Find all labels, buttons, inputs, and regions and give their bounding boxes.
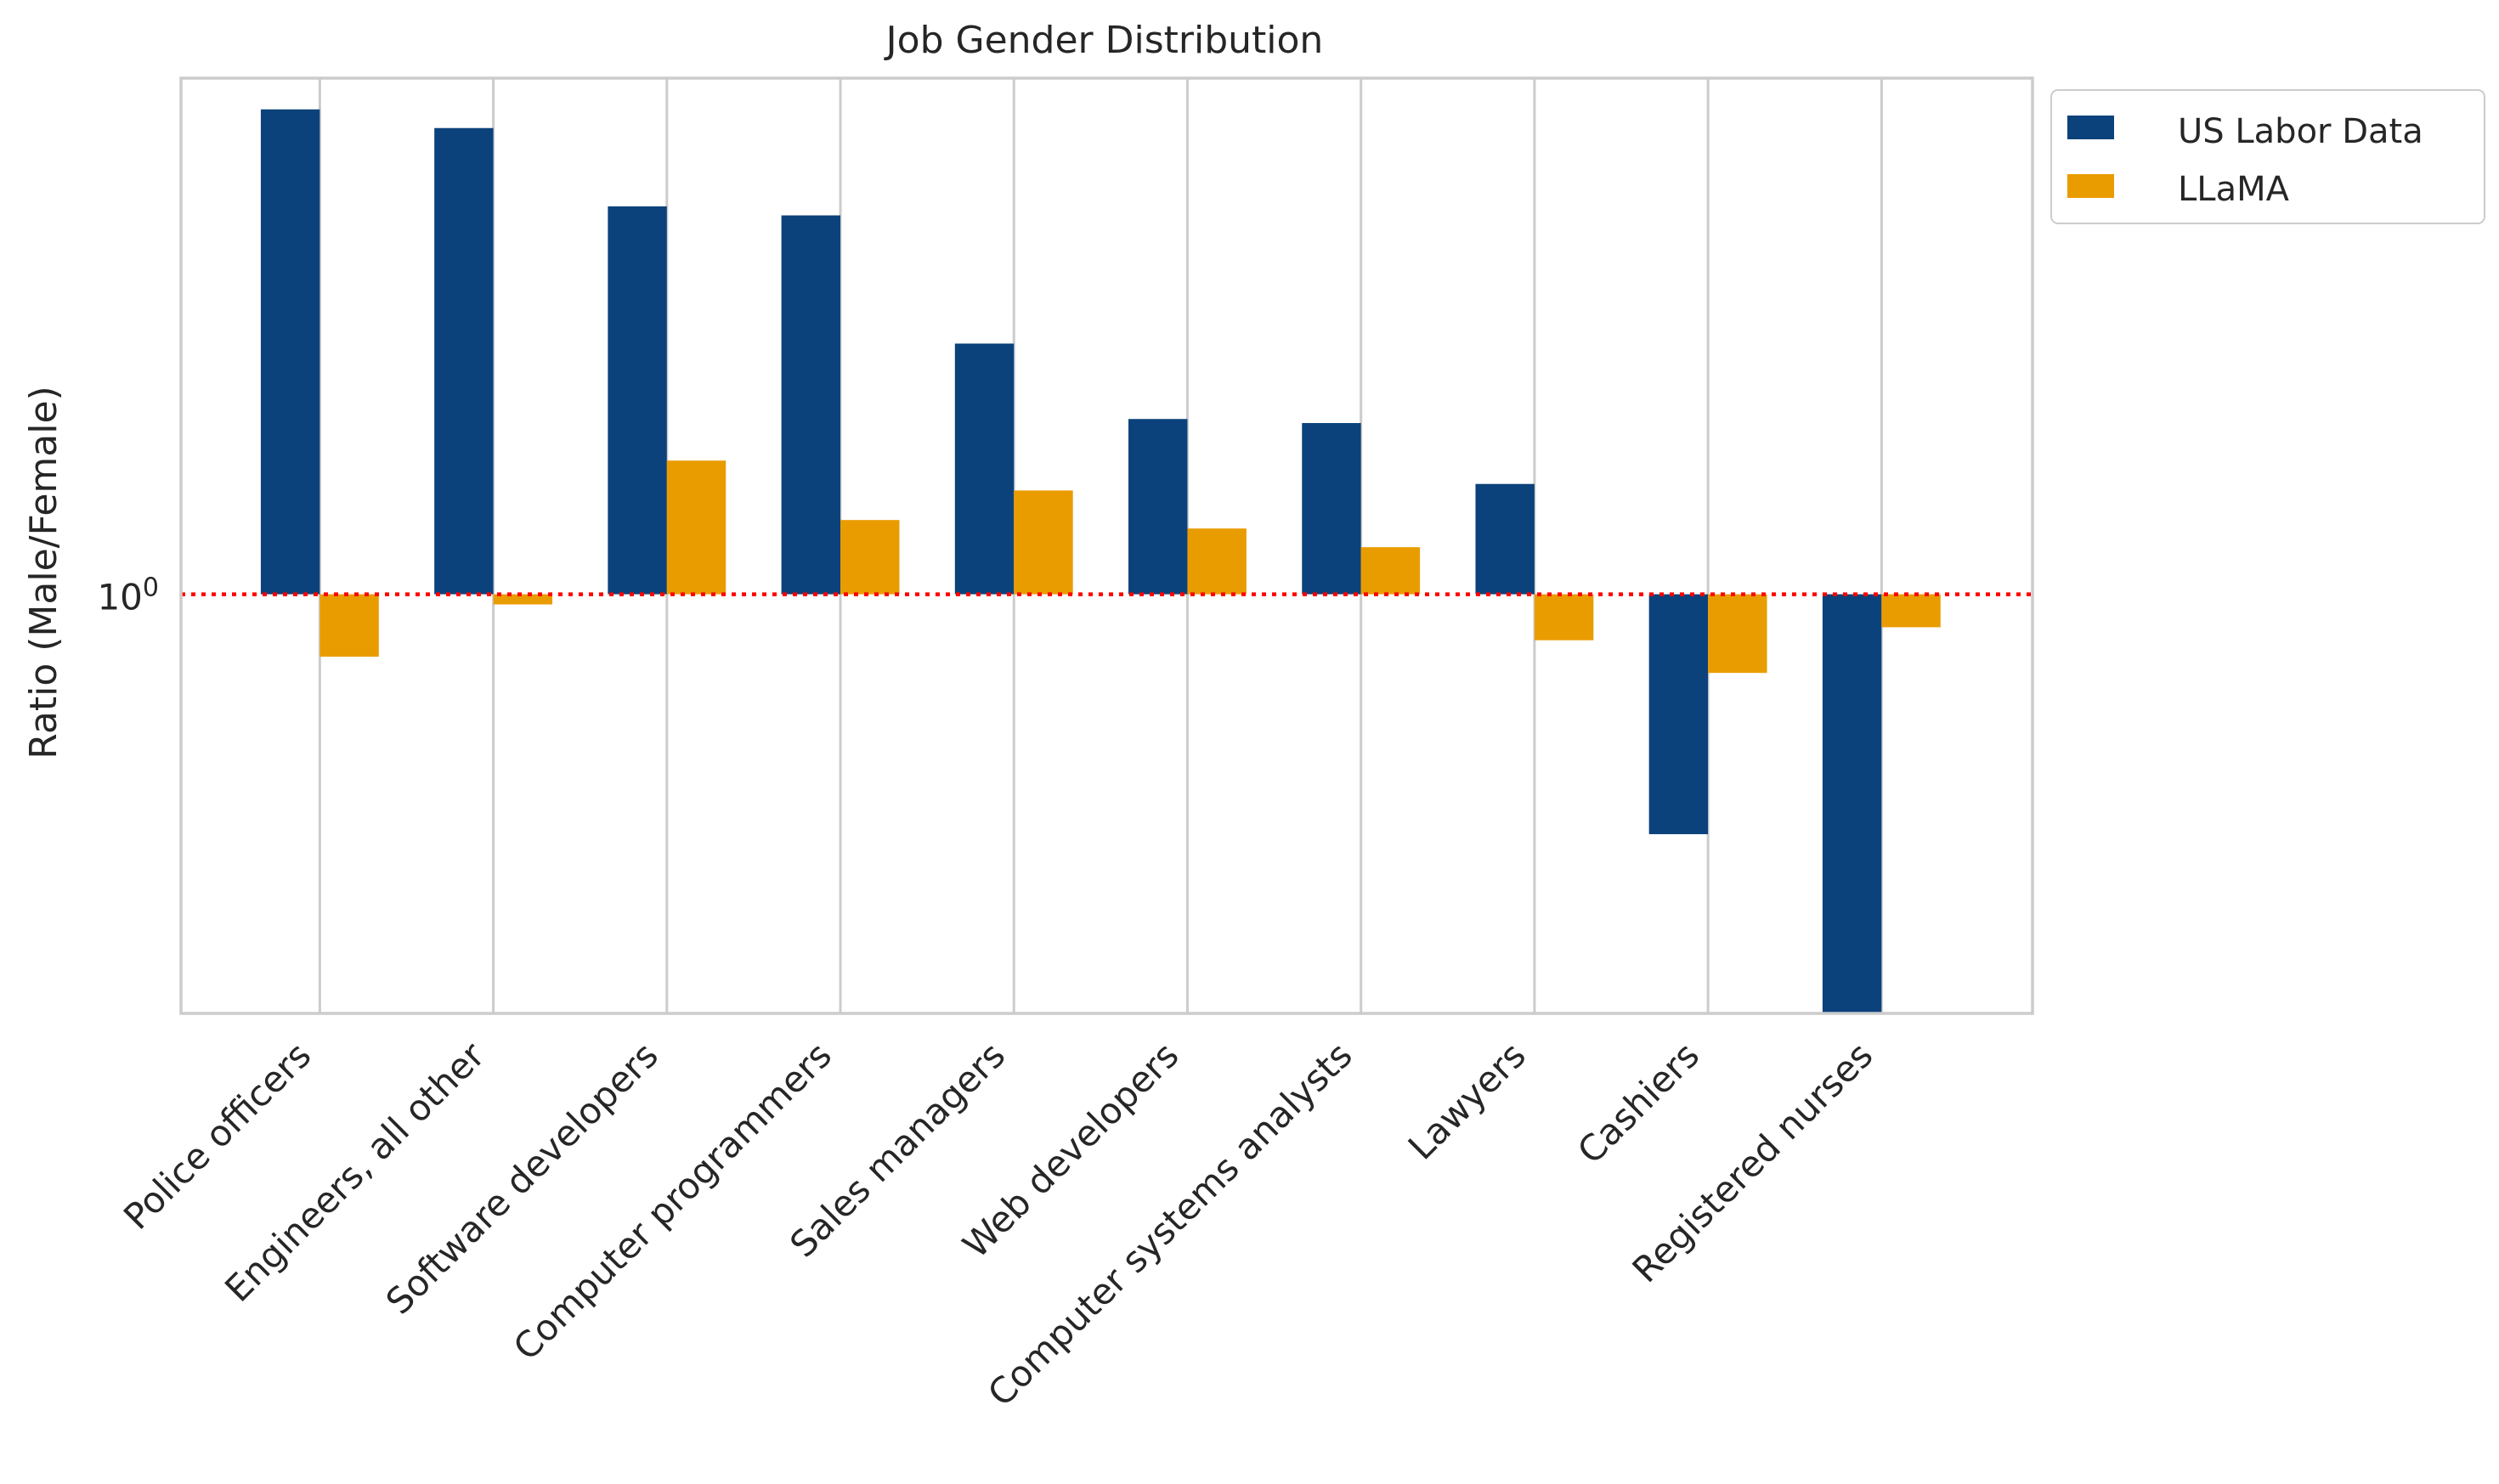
bar-llama-computer-programmers (840, 520, 900, 595)
y-tick-exponent: 0 (143, 573, 159, 603)
legend-swatch-llama (2067, 174, 2114, 198)
bar-llama-computer-systems-analysts (1360, 547, 1421, 595)
bar-us-labor-data-software-developers (608, 206, 667, 595)
bar-llama-sales-managers (1014, 490, 1073, 595)
bar-llama-police-officers (319, 594, 379, 657)
legend-frame (2050, 89, 2485, 224)
legend-label-llama: LLaMA (2178, 170, 2290, 209)
y-tick-label: 100 (97, 573, 159, 618)
plot-frame (179, 76, 2034, 1015)
bars-layer (260, 109, 1941, 1013)
bar-llama-lawyers (1534, 594, 1594, 640)
bar-us-labor-data-computer-programmers (781, 215, 841, 595)
bar-us-labor-data-lawyers (1475, 483, 1535, 595)
bar-llama-software-developers (666, 460, 727, 595)
bar-llama-cashiers (1708, 594, 1767, 674)
bar-llama-web-developers (1187, 528, 1247, 595)
bar-us-labor-data-web-developers (1128, 419, 1188, 595)
bar-llama-registered-nurses (1881, 594, 1941, 628)
bar-us-labor-data-police-officers (260, 109, 320, 595)
legend-label-us-labor-data: US Labor Data (2178, 112, 2423, 151)
chart-title: Job Gender Distribution (884, 19, 1324, 62)
bar-llama-engineers-all-other (493, 594, 553, 605)
y-axis-label: Ratio (Male/Female) (22, 386, 65, 759)
legend: US Labor Data LLaMA (2050, 89, 2485, 224)
y-tick-base: 10 (97, 577, 142, 618)
bar-us-labor-data-computer-systems-analysts (1302, 423, 1361, 595)
bar-us-labor-data-sales-managers (954, 343, 1015, 595)
bar-us-labor-data-engineers-all-other (434, 127, 494, 595)
legend-swatch-us-labor-data (2067, 116, 2114, 139)
bar-us-labor-data-cashiers (1648, 594, 1709, 835)
bar-us-labor-data-registered-nurses (1822, 594, 1882, 1013)
